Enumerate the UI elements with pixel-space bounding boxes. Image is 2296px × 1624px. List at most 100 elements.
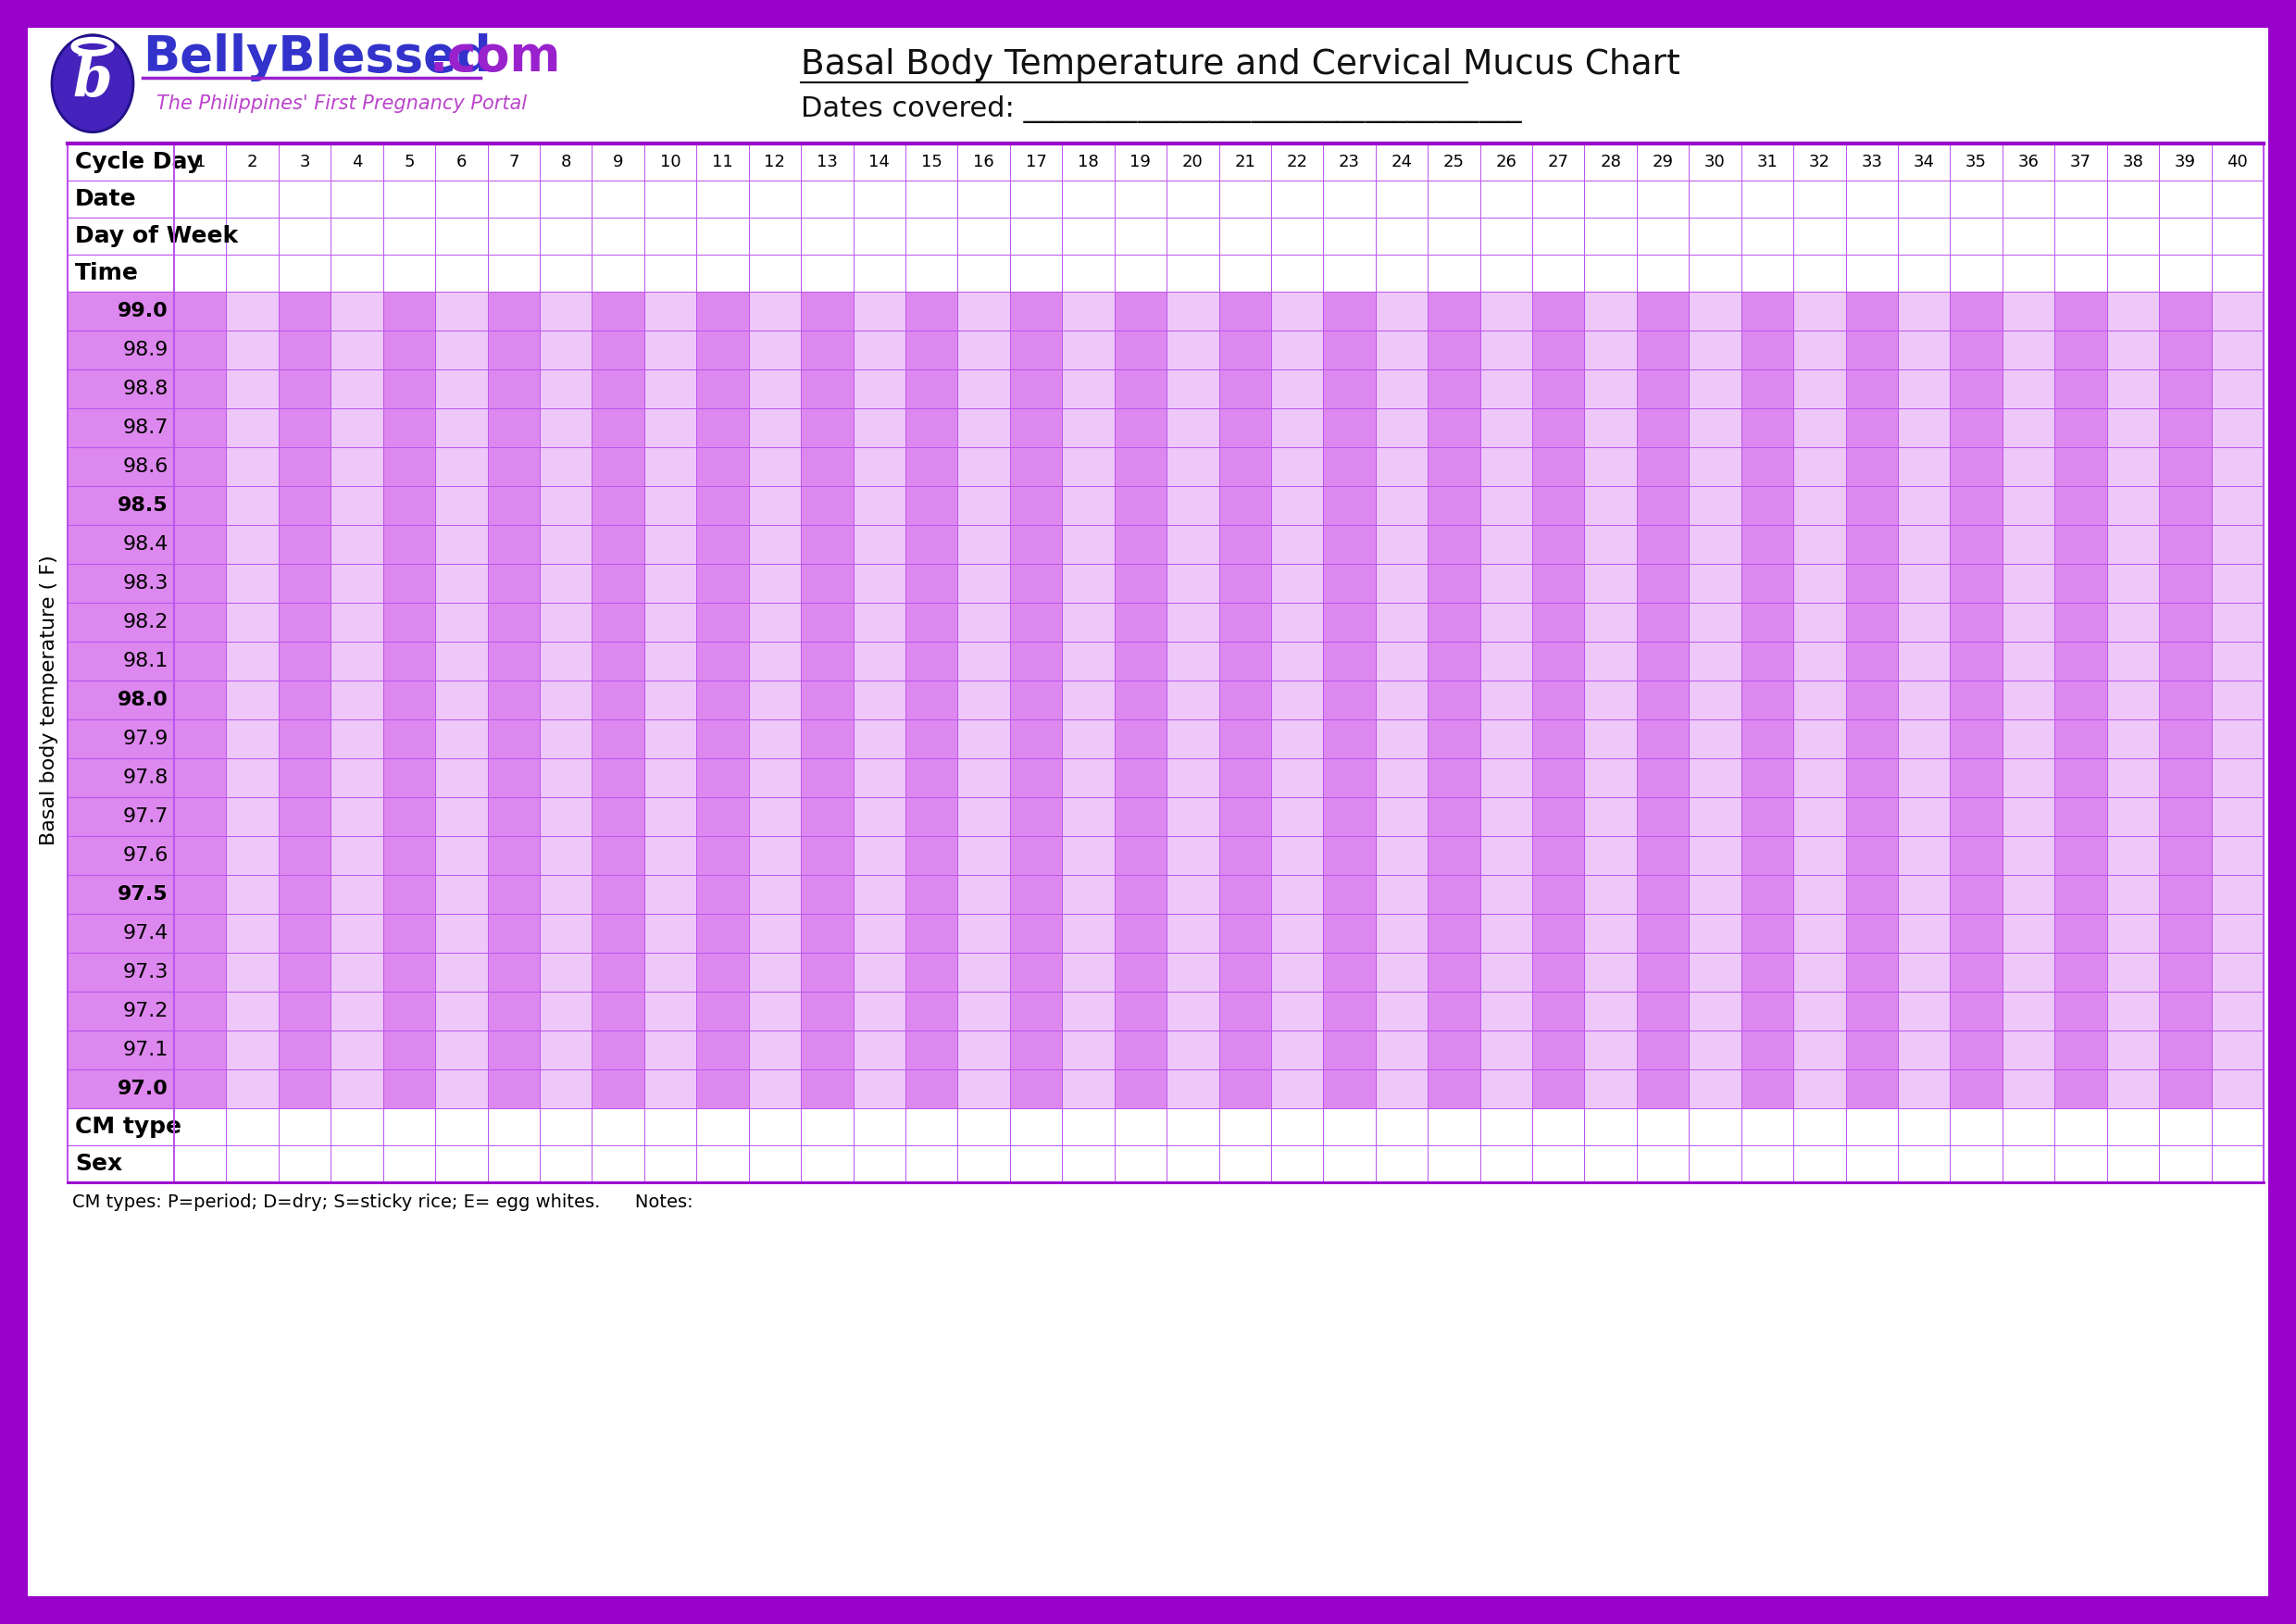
Bar	[1219, 486, 1272, 525]
Bar	[592, 1069, 645, 1108]
Bar	[2055, 292, 2108, 331]
Bar	[2158, 143, 2211, 180]
Bar	[1375, 719, 1428, 758]
Bar	[2055, 914, 2108, 953]
Bar	[1637, 292, 1690, 331]
Bar	[2158, 875, 2211, 914]
Bar	[592, 914, 645, 953]
Bar	[67, 797, 174, 836]
Bar	[1010, 1145, 1063, 1182]
Bar	[1740, 292, 1793, 331]
Text: 9: 9	[613, 154, 625, 171]
Bar	[748, 1069, 801, 1108]
Bar	[957, 408, 1010, 447]
Bar	[540, 369, 592, 408]
Bar	[1846, 255, 1899, 292]
Bar	[1166, 680, 1219, 719]
Bar	[854, 369, 905, 408]
Bar	[1637, 486, 1690, 525]
Bar	[2002, 486, 2055, 525]
Bar	[1690, 758, 1740, 797]
Bar	[696, 369, 748, 408]
Bar	[748, 255, 801, 292]
Bar	[748, 1031, 801, 1069]
Bar	[801, 836, 854, 875]
Bar	[2002, 1031, 2055, 1069]
Bar	[1219, 255, 1272, 292]
Bar	[2108, 143, 2158, 180]
Bar	[436, 953, 487, 992]
Bar	[540, 641, 592, 680]
Bar	[1899, 218, 1949, 255]
Bar	[1010, 836, 1063, 875]
Bar	[1219, 992, 1272, 1031]
Text: 99.0: 99.0	[117, 302, 168, 320]
Bar	[2158, 836, 2211, 875]
Bar	[1740, 525, 1793, 564]
Bar	[2211, 180, 2264, 218]
Bar	[645, 680, 696, 719]
Bar	[487, 564, 540, 603]
Bar	[1584, 797, 1637, 836]
Bar	[645, 992, 696, 1031]
Bar	[1481, 180, 1531, 218]
Bar	[1531, 525, 1584, 564]
Bar	[1949, 143, 2002, 180]
Bar	[1481, 992, 1531, 1031]
Bar	[2108, 836, 2158, 875]
Bar	[1949, 218, 2002, 255]
Bar	[1481, 1031, 1531, 1069]
Bar	[487, 331, 540, 369]
Bar	[383, 719, 436, 758]
Bar	[227, 369, 278, 408]
Bar	[1740, 719, 1793, 758]
Bar	[1740, 331, 1793, 369]
Bar	[1531, 875, 1584, 914]
Bar	[1949, 408, 2002, 447]
Bar	[696, 525, 748, 564]
Bar	[1899, 719, 1949, 758]
Bar	[801, 1069, 854, 1108]
Bar	[1531, 564, 1584, 603]
Bar	[1637, 331, 1690, 369]
Bar	[905, 1108, 957, 1145]
Bar	[278, 447, 331, 486]
Bar	[957, 1031, 1010, 1069]
Bar	[436, 143, 487, 180]
Bar	[487, 408, 540, 447]
Bar	[2108, 719, 2158, 758]
Text: CM type: CM type	[76, 1116, 181, 1138]
Bar	[1166, 875, 1219, 914]
Bar	[801, 180, 854, 218]
Bar	[383, 180, 436, 218]
Bar	[2002, 447, 2055, 486]
Bar	[1428, 680, 1481, 719]
Bar	[540, 836, 592, 875]
Bar	[1899, 914, 1949, 953]
Bar	[801, 369, 854, 408]
Bar	[905, 992, 957, 1031]
Bar	[1846, 447, 1899, 486]
Bar	[957, 180, 1010, 218]
Bar	[2055, 1145, 2108, 1182]
Bar	[905, 758, 957, 797]
Bar	[174, 836, 227, 875]
Bar	[67, 180, 174, 218]
Bar	[1114, 486, 1166, 525]
Bar	[487, 447, 540, 486]
Bar	[1272, 369, 1322, 408]
Bar	[905, 218, 957, 255]
Bar	[1846, 180, 1899, 218]
Bar	[436, 992, 487, 1031]
Bar	[854, 875, 905, 914]
Bar	[696, 1108, 748, 1145]
Bar	[957, 641, 1010, 680]
Bar	[1322, 603, 1375, 641]
Bar	[1584, 408, 1637, 447]
Bar	[592, 180, 645, 218]
Bar	[436, 564, 487, 603]
Bar	[1637, 953, 1690, 992]
Bar	[2108, 218, 2158, 255]
Bar	[2108, 369, 2158, 408]
Bar	[1793, 953, 1846, 992]
